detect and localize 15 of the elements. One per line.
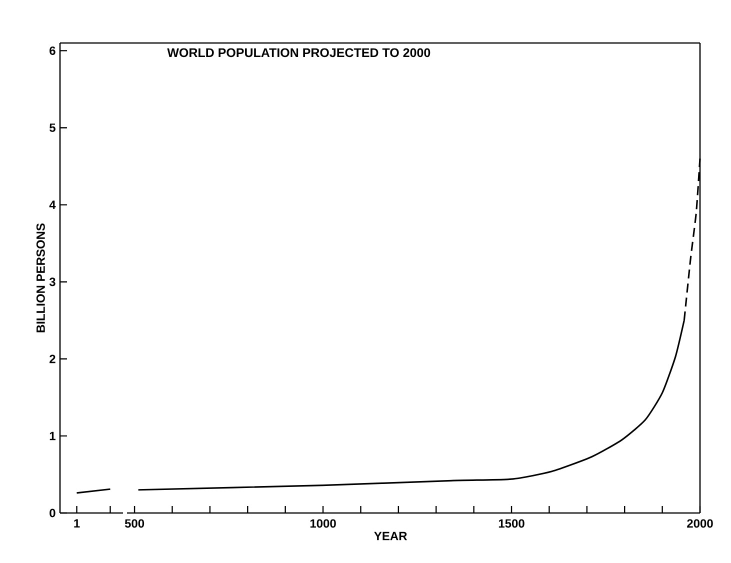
y-tick-label: 6	[50, 46, 56, 55]
y-tick-label: 1	[50, 432, 56, 440]
y-tick-label: 0	[50, 508, 56, 518]
y-tick-label: 5	[50, 124, 56, 132]
x-tick-label: 1500	[498, 519, 524, 528]
x-tick-label: 2000	[687, 519, 713, 528]
chart-title: WORLD POPULATION PROJECTED TO 2000	[167, 48, 430, 58]
y-tick-label: 4	[49, 200, 56, 209]
y-tick-label: 3	[49, 278, 56, 286]
x-tick-label: 500	[124, 519, 144, 528]
x-axis-title: YEAR	[374, 532, 408, 540]
y-tick-label: 2	[50, 354, 56, 364]
x-tick-label: 1000	[310, 519, 336, 528]
x-tick-label: 1	[74, 519, 80, 528]
y-axis-title: BILLION PERSONS	[36, 223, 45, 332]
